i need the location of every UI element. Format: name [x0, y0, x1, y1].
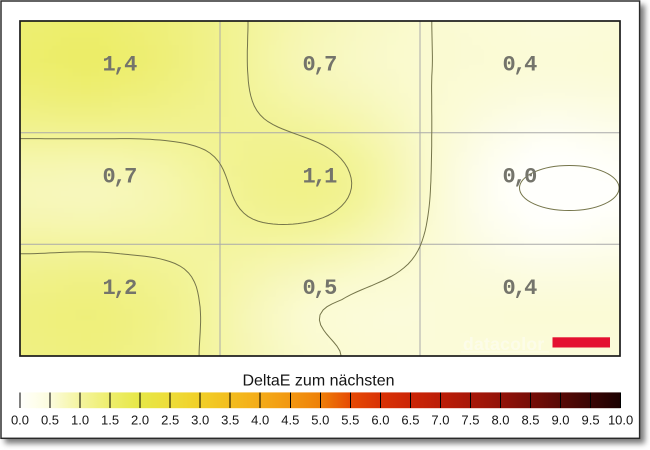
- svg-text:8.5: 8.5: [521, 413, 539, 428]
- svg-text:datacolor: datacolor: [463, 334, 544, 354]
- svg-text:1.5: 1.5: [101, 413, 119, 428]
- svg-text:0,4: 0,4: [502, 53, 537, 78]
- svg-text:7.0: 7.0: [431, 413, 449, 428]
- svg-text:3.5: 3.5: [221, 413, 239, 428]
- svg-text:0,7: 0,7: [302, 53, 336, 78]
- svg-text:5.5: 5.5: [341, 413, 359, 428]
- svg-text:0.0: 0.0: [11, 413, 29, 428]
- svg-text:6.0: 6.0: [371, 413, 389, 428]
- svg-text:0,4: 0,4: [502, 276, 537, 301]
- svg-text:1,4: 1,4: [102, 53, 137, 78]
- svg-text:0,7: 0,7: [102, 164, 136, 189]
- svg-text:9.5: 9.5: [582, 413, 600, 428]
- svg-text:7.5: 7.5: [461, 413, 479, 428]
- svg-text:5.0: 5.0: [311, 413, 329, 428]
- svg-text:3.0: 3.0: [191, 413, 209, 428]
- svg-text:2.5: 2.5: [161, 413, 179, 428]
- svg-text:DeltaE zum nächsten: DeltaE zum nächsten: [242, 373, 394, 390]
- svg-text:2.0: 2.0: [131, 413, 149, 428]
- svg-text:6.5: 6.5: [401, 413, 419, 428]
- svg-text:1.0: 1.0: [71, 413, 89, 428]
- svg-text:8.0: 8.0: [491, 413, 509, 428]
- svg-text:4.5: 4.5: [281, 413, 299, 428]
- svg-text:1,1: 1,1: [302, 164, 337, 189]
- svg-text:9.0: 9.0: [551, 413, 569, 428]
- svg-text:1,2: 1,2: [102, 276, 136, 301]
- svg-text:4.0: 4.0: [251, 413, 269, 428]
- svg-text:10.0: 10.0: [608, 413, 633, 428]
- svg-text:0,0: 0,0: [502, 164, 536, 189]
- svg-text:0,5: 0,5: [302, 276, 337, 301]
- svg-text:0.5: 0.5: [41, 413, 59, 428]
